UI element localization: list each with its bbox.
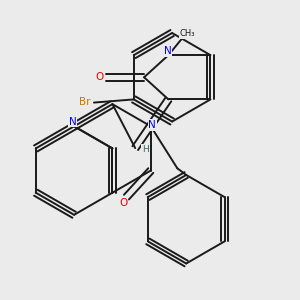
Text: N: N bbox=[148, 120, 156, 130]
Text: H: H bbox=[142, 145, 149, 154]
Text: O: O bbox=[95, 72, 104, 82]
Text: O: O bbox=[119, 198, 128, 208]
Text: N: N bbox=[164, 46, 171, 56]
Text: Br: Br bbox=[80, 97, 91, 107]
Text: N: N bbox=[69, 116, 76, 127]
Text: CH₃: CH₃ bbox=[180, 29, 196, 38]
